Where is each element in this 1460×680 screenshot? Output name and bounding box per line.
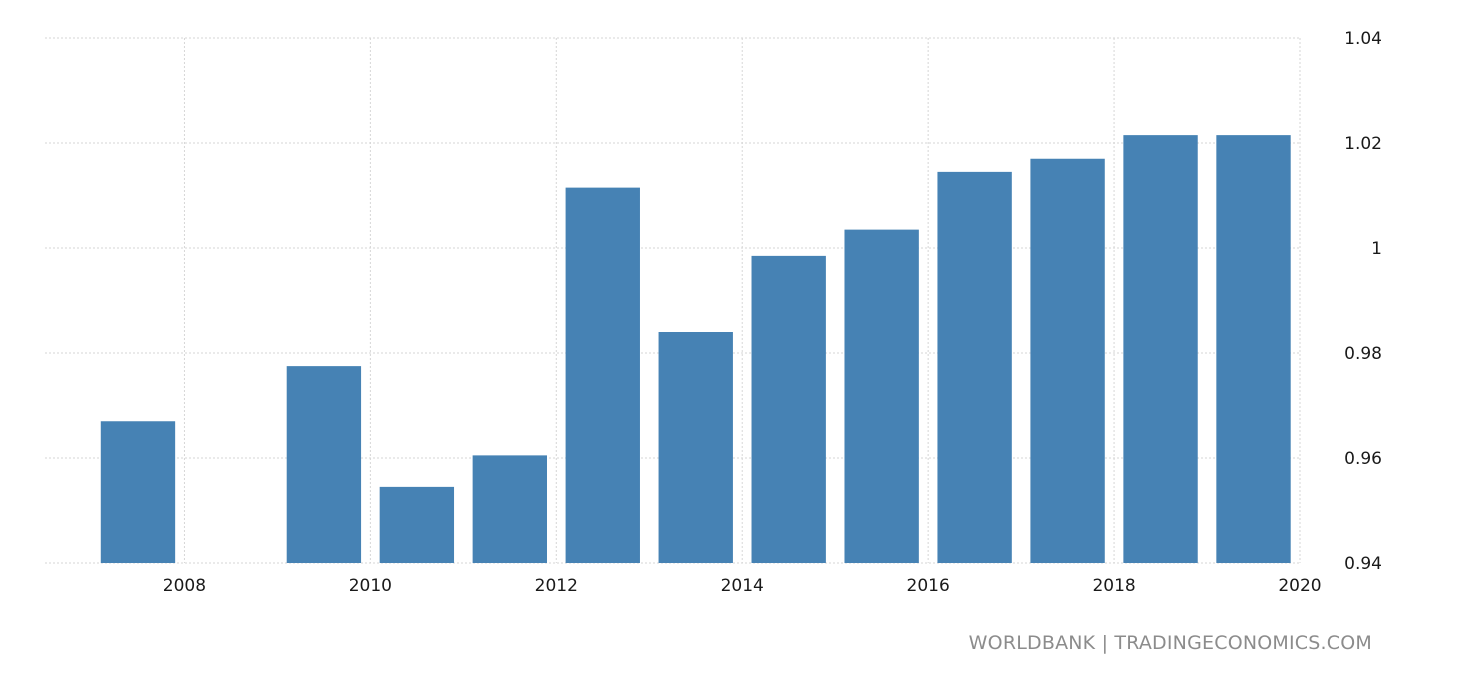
x-tick-label: 2014 [721,576,764,596]
x-tick-label: 2018 [1092,576,1135,596]
bar-2007 [100,421,176,563]
bar-2017 [1030,158,1105,563]
x-tick-label: 2012 [535,576,578,596]
bar-2012 [565,187,640,563]
x-axis-tick-labels: 2008 2010 2012 2014 2016 2018 2020 [163,576,1322,596]
y-tick-label: 1 [1371,239,1382,259]
bar-2011 [472,455,547,563]
bar-2018 [1123,135,1198,563]
bars [100,135,1291,563]
x-tick-label: 2020 [1278,576,1321,596]
bar-2013 [658,332,733,563]
source-attribution: WORLDBANK | TRADINGECONOMICS.COM [968,632,1372,654]
y-tick-label: 0.94 [1344,554,1382,574]
x-tick-label: 2010 [349,576,392,596]
x-tick-label: 2016 [907,576,950,596]
vertical-gridlines [183,38,1301,563]
y-tick-label: 0.98 [1344,344,1382,364]
bar-2010 [379,486,455,563]
bar-2019 [1216,135,1291,563]
bar-2009 [286,366,362,563]
bar-2016 [937,171,1012,563]
y-tick-label: 1.02 [1344,134,1382,154]
y-tick-label: 1.04 [1344,29,1382,49]
bar-2014 [751,255,826,563]
x-tick-label: 2008 [163,576,206,596]
bar-2015 [844,229,919,563]
y-axis-tick-labels: 0.94 0.96 0.98 1 1.02 1.04 [1344,29,1382,574]
y-tick-label: 0.96 [1344,449,1382,469]
